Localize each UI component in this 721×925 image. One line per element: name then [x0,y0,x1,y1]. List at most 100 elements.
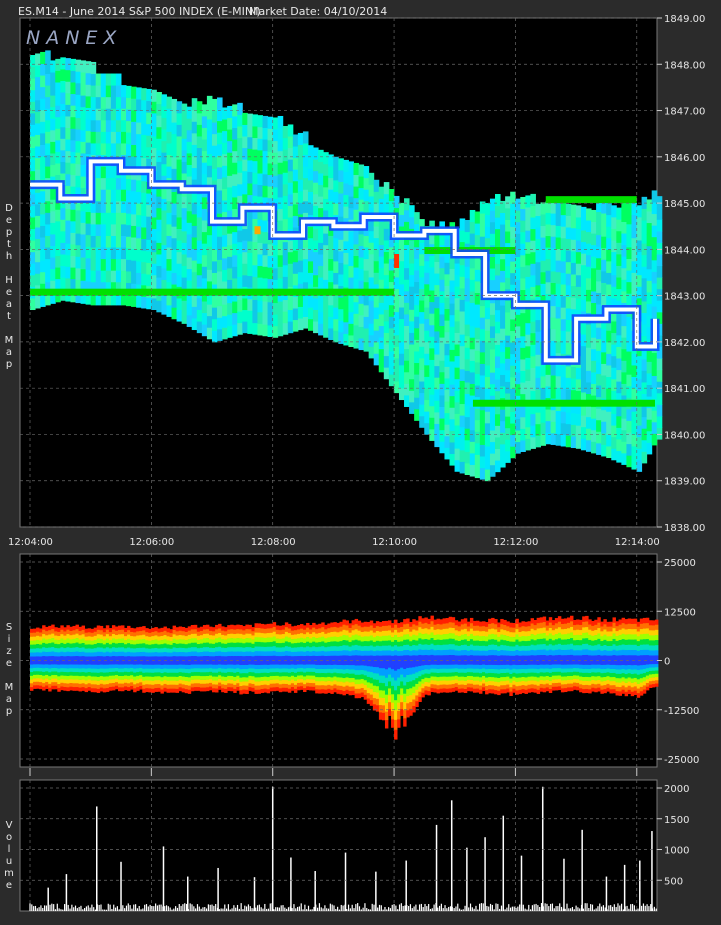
depth-heat-cell [606,364,612,378]
depth-heat-cell [434,423,440,436]
size-band-lower [272,660,277,665]
size-band-upper [290,639,295,644]
depth-heat-cell [277,127,284,140]
size-band-upper [366,626,371,632]
size-band-lower [187,668,192,674]
size-band-lower [460,680,465,685]
size-band-upper [81,638,86,644]
depth-heat-cell [297,179,304,192]
depth-heat-cell [510,272,516,285]
depth-heat-cell [257,184,264,197]
depth-heat-cell [110,142,117,156]
depth-heat-cell [257,115,264,128]
depth-heat-cell [611,332,617,345]
size-band-lower [260,684,265,689]
size-band-lower [157,672,161,677]
size-band-lower [57,660,61,665]
size-band-lower [409,660,413,668]
depth-heat-cell [55,209,61,222]
size-band-upper [133,636,137,641]
depth-heat-cell [474,454,481,467]
size-band-upper [169,640,173,646]
depth-heat-cell [181,149,188,162]
size-band-upper [175,643,180,649]
size-band-lower [90,680,95,685]
depth-heat-cell [232,254,238,267]
size-band-upper [172,656,177,661]
size-band-lower [96,664,101,669]
depth-heat-cell [45,50,51,63]
depth-heat-cell [525,368,531,382]
depth-heat-cell [505,207,511,220]
size-band-upper [469,655,474,661]
depth-heat-cell [621,418,627,431]
size-band-upper [178,651,183,657]
size-band-lower [394,719,398,730]
size-band-lower [424,673,428,678]
depth-heat-cell [484,203,491,216]
size-band-upper [482,640,486,647]
depth-heat-cell [186,233,193,246]
size-band-lower [463,680,468,685]
size-band-lower [454,667,459,673]
depth-heat-cell [560,318,567,331]
depth-heat-cell [232,277,238,290]
size-band-upper [394,640,398,646]
size-band-upper [321,655,325,661]
depth-heat-cell [500,374,506,387]
size-band-lower [439,688,444,693]
depth-heat-cell [545,374,552,387]
size-band-lower [488,668,492,673]
depth-heat-cell [176,135,183,149]
size-band-upper [397,641,401,647]
size-band-upper [57,656,61,661]
depth-heat-cell [257,161,264,174]
depth-heat-cell [404,198,410,211]
size-band-lower [181,680,186,685]
size-band-lower [145,683,149,689]
depth-heat-cell [439,406,445,419]
size-band-lower [460,676,465,681]
depth-heat-cell [495,321,501,334]
depth-heat-cell [570,424,577,437]
depth-heat-cell [469,314,476,327]
depth-heat-cell [596,199,602,213]
depth-heat-cell [176,147,183,160]
depth-heat-cell [404,209,410,222]
size-band-lower [224,684,228,689]
size-band-lower [178,675,183,680]
size-band-upper [248,642,252,648]
size-band-upper [312,655,316,661]
size-band-upper [351,630,356,636]
depth-heat-cell [131,190,137,203]
depth-heat-cell [328,270,334,283]
size-band-lower [127,664,131,669]
depth-heat-cell [95,200,102,213]
size-band-lower [354,665,359,671]
depth-heat-cell [596,350,602,363]
depth-heat-cell [40,260,46,273]
size-band-lower [184,688,189,694]
size-band-upper [406,649,410,656]
depth-heat-cell [55,70,61,83]
size-band-lower [303,687,307,693]
depth-heat-cell [383,344,390,357]
size-band-lower [96,688,101,693]
size-band-lower [315,660,319,665]
size-band-lower [324,676,328,682]
size-band-lower [105,676,110,681]
depth-heat-cell [495,194,501,207]
size-band-lower [439,672,444,677]
size-band-lower [403,685,407,694]
size-band-lower [39,685,43,690]
depth-heat-cell [484,388,491,401]
depth-heat-cell [591,418,597,431]
size-band-lower [339,685,343,691]
depth-heat-cell [601,375,607,388]
depth-heat-cell [65,162,71,175]
size-band-upper [306,655,310,661]
size-band-lower [121,675,125,680]
depth-heat-cell [621,221,627,234]
depth-heat-cell [55,220,61,233]
size-band-lower [278,684,283,689]
